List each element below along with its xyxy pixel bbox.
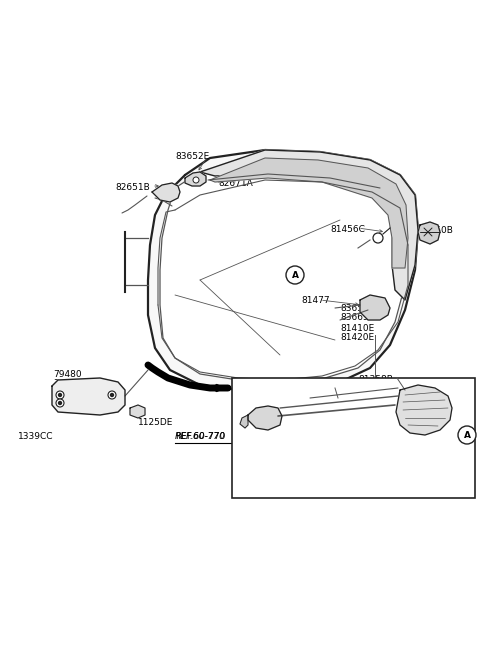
Polygon shape bbox=[148, 150, 418, 390]
Circle shape bbox=[59, 401, 61, 405]
Text: 83665C: 83665C bbox=[340, 313, 375, 322]
Text: 81420E: 81420E bbox=[340, 333, 374, 342]
Text: 81410E: 81410E bbox=[340, 324, 374, 333]
Text: 83655C: 83655C bbox=[340, 304, 375, 313]
Circle shape bbox=[56, 399, 64, 407]
Polygon shape bbox=[52, 378, 125, 415]
Text: 81477: 81477 bbox=[301, 296, 330, 305]
Text: 1339CC: 1339CC bbox=[18, 432, 53, 441]
Text: 81473E: 81473E bbox=[236, 397, 270, 406]
Polygon shape bbox=[240, 415, 248, 428]
Polygon shape bbox=[360, 295, 390, 320]
Polygon shape bbox=[185, 172, 206, 186]
Text: 82671A: 82671A bbox=[218, 179, 253, 188]
Polygon shape bbox=[160, 162, 408, 382]
Bar bbox=[232, 378, 475, 498]
Text: A: A bbox=[464, 430, 470, 440]
Polygon shape bbox=[130, 405, 145, 418]
Circle shape bbox=[110, 394, 113, 396]
Text: 82651B: 82651B bbox=[115, 183, 150, 192]
Circle shape bbox=[373, 233, 383, 243]
Circle shape bbox=[286, 266, 304, 284]
Text: 81471F: 81471F bbox=[318, 422, 352, 431]
Circle shape bbox=[193, 177, 199, 183]
Text: A: A bbox=[291, 270, 299, 279]
Circle shape bbox=[59, 394, 61, 396]
Circle shape bbox=[56, 391, 64, 399]
Circle shape bbox=[108, 391, 116, 399]
Text: REF.60-770: REF.60-770 bbox=[175, 432, 226, 441]
Polygon shape bbox=[396, 385, 452, 435]
Polygon shape bbox=[152, 183, 180, 202]
Text: 81350B: 81350B bbox=[418, 226, 453, 235]
Text: REF.60-770: REF.60-770 bbox=[175, 432, 226, 441]
Text: 1125DE: 1125DE bbox=[138, 418, 173, 427]
Text: 79480: 79480 bbox=[53, 370, 82, 379]
Circle shape bbox=[458, 426, 476, 444]
Text: 79490: 79490 bbox=[53, 379, 82, 388]
Text: 83652E: 83652E bbox=[175, 152, 209, 161]
Polygon shape bbox=[210, 158, 408, 268]
Polygon shape bbox=[418, 222, 440, 244]
Text: 81483A: 81483A bbox=[236, 406, 271, 415]
Text: 81358B: 81358B bbox=[358, 375, 393, 384]
Text: 81456C: 81456C bbox=[330, 225, 365, 234]
Text: 81491F: 81491F bbox=[313, 385, 347, 394]
Polygon shape bbox=[200, 150, 418, 300]
Polygon shape bbox=[248, 406, 282, 430]
